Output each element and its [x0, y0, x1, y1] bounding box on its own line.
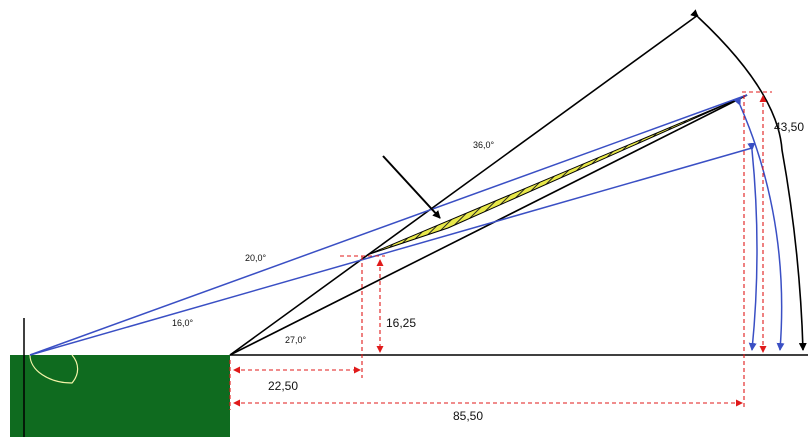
pointer-arrow — [382, 155, 441, 219]
playing-field — [10, 355, 230, 437]
angle-label-16: 16,0° — [172, 318, 194, 328]
dimension-label-85-50: 85,50 — [453, 409, 483, 423]
angle-label-20: 20,0° — [245, 253, 267, 263]
angle-label-36: 36,0° — [473, 140, 495, 150]
ray-27deg — [229, 94, 748, 356]
field-arc-marking — [29, 354, 79, 384]
blue-line-16deg — [29, 147, 753, 356]
angle-arc-blue-inner — [747, 142, 758, 351]
dimension-label-43-50: 43,50 — [774, 120, 804, 134]
tribune-hatched-section — [366, 94, 748, 256]
angle-label-27: 27,0° — [285, 335, 307, 345]
angle-arc-blue-outer — [733, 96, 785, 351]
dimension-label-16-25: 16,25 — [386, 316, 416, 330]
dimension-label-22-50: 22,50 — [268, 379, 298, 393]
blue-line-20deg — [29, 94, 748, 356]
angle-arc-black — [690, 9, 807, 351]
ray-36deg — [229, 14, 699, 356]
